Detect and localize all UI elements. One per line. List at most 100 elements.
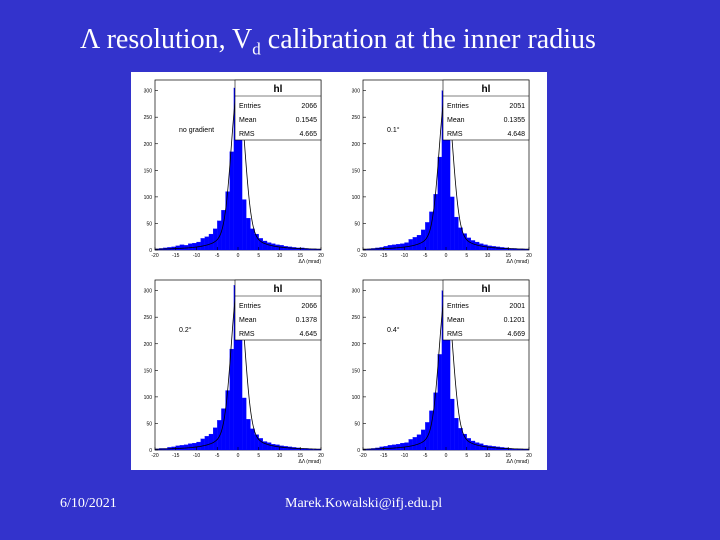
x-tick-label: -15 — [172, 253, 179, 259]
stats-value: 4.648 — [507, 131, 525, 138]
histogram-bar — [433, 392, 438, 451]
histogram-bar — [266, 242, 272, 251]
histogram-bar — [183, 444, 189, 451]
histogram-bar — [437, 156, 442, 251]
x-tick-label: 5 — [257, 453, 260, 459]
stats-key: Mean — [239, 317, 257, 324]
stats-histogram-name: hl — [482, 84, 491, 95]
x-tick-label: 5 — [465, 453, 468, 459]
histogram-bar — [246, 419, 251, 451]
histogram-bar — [246, 218, 251, 251]
histogram-bar — [229, 348, 234, 451]
x-tick-label: 0 — [237, 253, 240, 259]
histogram-bar — [200, 438, 205, 451]
y-tick-label: 50 — [146, 421, 152, 427]
histogram-bar — [204, 436, 210, 451]
histogram-bar — [470, 240, 476, 251]
y-tick-label: 200 — [352, 342, 361, 348]
histogram-bar — [175, 445, 181, 451]
histogram-bar — [212, 427, 218, 451]
histogram-bar — [225, 390, 230, 451]
x-tick-label: -10 — [193, 453, 200, 459]
histogram-bar — [387, 445, 393, 451]
stats-value: 0.1378 — [296, 317, 318, 324]
stats-key: RMS — [239, 131, 255, 138]
stats-value: 2051 — [509, 103, 525, 110]
panel-annotation: 0.2° — [179, 326, 192, 334]
y-tick-label: 0 — [357, 248, 360, 254]
histogram-bar — [242, 199, 247, 251]
y-tick-label: 150 — [352, 368, 361, 374]
panel-annotation: 0.4° — [387, 326, 400, 334]
stats-histogram-name: hl — [482, 284, 491, 295]
histogram-bar — [275, 444, 280, 451]
histogram-bar — [192, 442, 197, 451]
stats-box — [442, 79, 530, 141]
y-tick-label: 100 — [144, 395, 153, 401]
stats-value: 4.665 — [299, 131, 317, 138]
histogram-bar — [400, 442, 405, 451]
histogram-bar — [312, 449, 317, 451]
x-tick-label: -5 — [423, 453, 428, 459]
stats-value: 2066 — [301, 103, 317, 110]
x-tick-label: -10 — [401, 253, 408, 259]
x-tick-label: -10 — [193, 253, 200, 259]
x-axis-label: ΔΛ (mrad) — [298, 259, 321, 265]
y-tick-label: 0 — [357, 448, 360, 454]
histogram-bar — [237, 133, 243, 251]
x-axis-label: ΔΛ (mrad) — [506, 259, 529, 265]
histogram-bar — [391, 444, 397, 451]
histogram-bar — [204, 236, 210, 251]
stats-value: 0.1201 — [504, 317, 526, 324]
stats-value: 0.1545 — [296, 117, 318, 124]
histogram-bar — [396, 444, 401, 451]
histogram-bar — [445, 135, 451, 251]
stats-value: 2066 — [301, 303, 317, 310]
y-tick-label: 100 — [352, 395, 361, 401]
y-tick-label: 250 — [144, 115, 153, 121]
histogram-bar — [474, 442, 480, 451]
y-tick-label: 250 — [144, 315, 153, 321]
x-tick-label: -15 — [172, 453, 179, 459]
x-tick-label: 20 — [318, 253, 324, 259]
histogram-bar — [412, 437, 418, 451]
histogram-bar — [520, 449, 525, 451]
histogram-bar — [450, 398, 455, 451]
histogram-bar — [188, 243, 193, 251]
x-tick-label: -20 — [151, 453, 158, 459]
histogram-panel-1: 0 50 100 150 200 250 300 -20 -15 -10 -5 0 5 10 15 20ΔΛ … — [144, 79, 324, 265]
histogram-bar — [262, 240, 268, 251]
x-tick-label: 20 — [526, 453, 532, 459]
histogram-bar — [208, 433, 214, 451]
x-tick-label: -5 — [215, 453, 220, 459]
x-tick-label: 5 — [257, 253, 260, 259]
stats-value: 2001 — [509, 303, 525, 310]
x-tick-label: -20 — [151, 253, 158, 259]
x-tick-label: 20 — [318, 453, 324, 459]
histogram-bar — [466, 237, 472, 251]
stats-key: Mean — [447, 317, 465, 324]
histogram-bar — [474, 241, 480, 251]
histogram-bar — [271, 243, 276, 251]
histogram-bar — [179, 445, 185, 451]
x-tick-label: 15 — [505, 253, 511, 259]
histogram-bar — [188, 443, 193, 451]
x-tick-label: 15 — [297, 453, 303, 459]
panel-annotation: 0.1° — [387, 126, 400, 134]
x-tick-label: 10 — [277, 253, 283, 259]
histogram-bar — [212, 228, 218, 251]
histogram-panel-2: 0 50 100 150 200 250 300 -20 -15 -10 -5 0 5 10 15 20ΔΛ … — [352, 79, 532, 265]
y-tick-label: 50 — [146, 221, 152, 227]
x-tick-label: 15 — [505, 453, 511, 459]
slide-title: Λ resolution, Vd calibration at the inne… — [80, 24, 596, 59]
stats-box — [442, 279, 530, 341]
x-axis-label: ΔΛ (mrad) — [298, 459, 321, 465]
histogram-panel-3: 0 50 100 150 200 250 300 -20 -15 -10 -5 0 5 10 15 20ΔΛ … — [144, 279, 324, 465]
histogram-bar — [279, 445, 284, 451]
x-tick-label: -20 — [359, 253, 366, 259]
histogram-bar — [458, 428, 463, 451]
y-tick-label: 100 — [144, 195, 153, 201]
stats-key: Entries — [447, 303, 469, 310]
histogram-bar — [416, 235, 422, 251]
histogram-bar — [250, 228, 255, 251]
